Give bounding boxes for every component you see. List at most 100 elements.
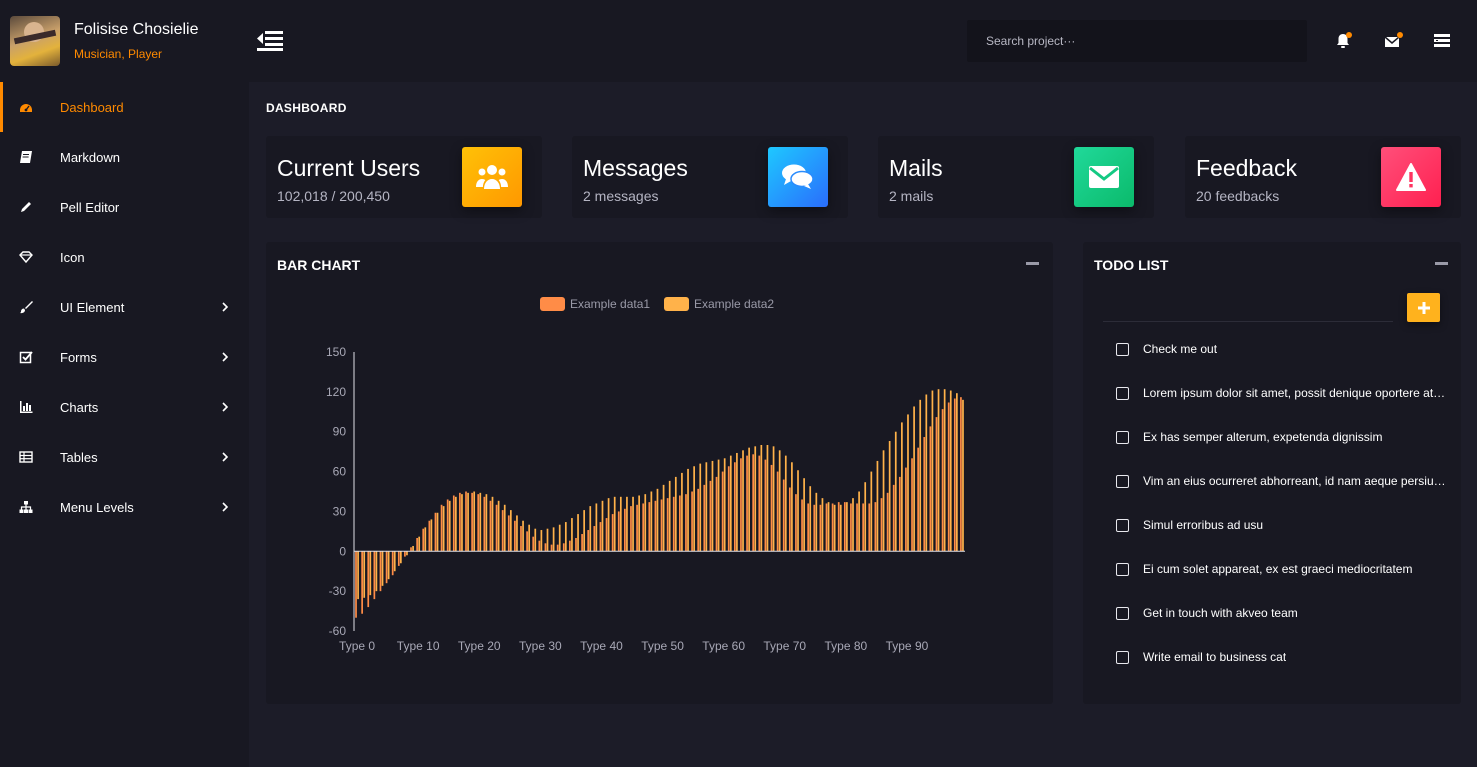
- bar-data1[interactable]: [465, 491, 467, 552]
- todo-item[interactable]: Ex has semper alterum, expetenda digniss…: [1116, 427, 1446, 447]
- bar-data1[interactable]: [880, 498, 883, 552]
- todo-item[interactable]: Write email to business cat: [1116, 647, 1446, 667]
- add-todo-button[interactable]: [1407, 293, 1440, 322]
- bar-data1[interactable]: [831, 503, 834, 552]
- bar-data2[interactable]: [876, 460, 879, 552]
- sidebar-item-dashboard[interactable]: Dashboard: [0, 82, 249, 132]
- bar-data2[interactable]: [827, 502, 830, 552]
- bar-data1[interactable]: [648, 502, 651, 552]
- bar-data2[interactable]: [387, 551, 390, 580]
- bar-data2[interactable]: [705, 462, 708, 552]
- bar-data1[interactable]: [520, 526, 522, 552]
- bar-data1[interactable]: [410, 547, 412, 552]
- bar-data1[interactable]: [416, 538, 418, 552]
- bar-data2[interactable]: [901, 422, 903, 552]
- bar-data2[interactable]: [619, 496, 622, 552]
- bar-data2[interactable]: [962, 399, 964, 552]
- bar-data2[interactable]: [839, 504, 842, 552]
- bar-data2[interactable]: [925, 394, 928, 552]
- bar-data1[interactable]: [923, 437, 926, 552]
- bar-data1[interactable]: [605, 518, 608, 552]
- todo-item[interactable]: Simul erroribus ad usu: [1116, 515, 1446, 535]
- bar-data1[interactable]: [575, 538, 577, 552]
- bar-data1[interactable]: [788, 487, 791, 552]
- todo-checkbox[interactable]: [1116, 562, 1129, 576]
- bar-data2[interactable]: [509, 510, 512, 552]
- sidebar-item-menu-levels[interactable]: Menu Levels: [0, 482, 249, 532]
- bar-data1[interactable]: [672, 496, 675, 552]
- sidebar-item-tables[interactable]: Tables: [0, 432, 249, 482]
- bar-data1[interactable]: [452, 495, 455, 552]
- bar-data1[interactable]: [807, 503, 810, 552]
- list-menu-icon[interactable]: [1433, 33, 1451, 49]
- bar-data1[interactable]: [544, 543, 547, 552]
- bar-data2[interactable]: [717, 459, 720, 552]
- bar-data1[interactable]: [507, 515, 510, 552]
- bar-data1[interactable]: [947, 402, 950, 552]
- legend-item-data1[interactable]: Example data1: [540, 297, 650, 311]
- bar-data1[interactable]: [495, 504, 498, 552]
- bar-data2[interactable]: [687, 468, 689, 552]
- bar-data2[interactable]: [931, 390, 934, 552]
- bar-data2[interactable]: [430, 519, 433, 552]
- bar-data1[interactable]: [691, 491, 693, 552]
- bar-data1[interactable]: [361, 551, 363, 614]
- sidebar-toggle-icon[interactable]: [257, 30, 283, 52]
- bar-data1[interactable]: [905, 467, 907, 552]
- bar-data1[interactable]: [654, 500, 657, 552]
- bar-data2[interactable]: [607, 498, 610, 552]
- bar-data1[interactable]: [617, 511, 620, 552]
- bar-data2[interactable]: [448, 500, 451, 552]
- bar-data1[interactable]: [471, 492, 473, 552]
- bar-data2[interactable]: [461, 494, 463, 552]
- bar-data2[interactable]: [748, 447, 750, 552]
- bar-data1[interactable]: [960, 397, 962, 552]
- bar-data1[interactable]: [740, 458, 742, 552]
- bar-data2[interactable]: [400, 551, 402, 564]
- todo-checkbox[interactable]: [1116, 650, 1129, 664]
- legend-item-data2[interactable]: Example data2: [664, 297, 774, 311]
- bar-data1[interactable]: [801, 499, 803, 552]
- bar-data2[interactable]: [540, 530, 543, 552]
- bar-data2[interactable]: [894, 431, 897, 552]
- bar-data1[interactable]: [373, 551, 376, 600]
- bar-data1[interactable]: [385, 551, 388, 584]
- bar-data2[interactable]: [638, 495, 640, 552]
- bar-data2[interactable]: [454, 496, 457, 552]
- minimize-icon[interactable]: [1026, 262, 1039, 265]
- bar-data2[interactable]: [882, 450, 885, 552]
- bar-data2[interactable]: [497, 500, 500, 552]
- bar-data2[interactable]: [693, 466, 695, 552]
- bar-data1[interactable]: [422, 528, 425, 552]
- bar-data2[interactable]: [516, 515, 518, 552]
- bar-data1[interactable]: [581, 534, 583, 552]
- bar-data2[interactable]: [937, 389, 940, 552]
- bar-data1[interactable]: [624, 508, 626, 552]
- minimize-icon[interactable]: [1435, 262, 1448, 265]
- bar-data1[interactable]: [929, 426, 932, 552]
- bar-data1[interactable]: [856, 503, 858, 552]
- bar-data2[interactable]: [479, 492, 482, 552]
- bar-data1[interactable]: [532, 536, 535, 552]
- bar-data1[interactable]: [758, 455, 761, 552]
- bar-data1[interactable]: [953, 398, 956, 552]
- bar-data1[interactable]: [733, 462, 736, 552]
- bar-data2[interactable]: [736, 452, 738, 552]
- bar-data1[interactable]: [703, 484, 706, 552]
- mail-icon[interactable]: [1384, 32, 1403, 49]
- bar-data2[interactable]: [913, 406, 915, 552]
- sidebar-item-markdown[interactable]: Markdown: [0, 132, 249, 182]
- bar-data1[interactable]: [850, 503, 852, 552]
- bar-data2[interactable]: [577, 514, 579, 552]
- bar-data2[interactable]: [662, 484, 665, 552]
- bar-data2[interactable]: [784, 455, 787, 552]
- bar-data2[interactable]: [406, 551, 408, 556]
- bar-data1[interactable]: [679, 495, 681, 552]
- sidebar-item-pell-editor[interactable]: Pell Editor: [0, 182, 249, 232]
- bar-data1[interactable]: [483, 496, 486, 552]
- bar-data1[interactable]: [599, 522, 602, 552]
- todo-item[interactable]: Lorem ipsum dolor sit amet, possit deniq…: [1116, 383, 1446, 403]
- avatar[interactable]: [10, 16, 60, 66]
- bar-data2[interactable]: [870, 471, 873, 552]
- bar-data1[interactable]: [935, 417, 938, 552]
